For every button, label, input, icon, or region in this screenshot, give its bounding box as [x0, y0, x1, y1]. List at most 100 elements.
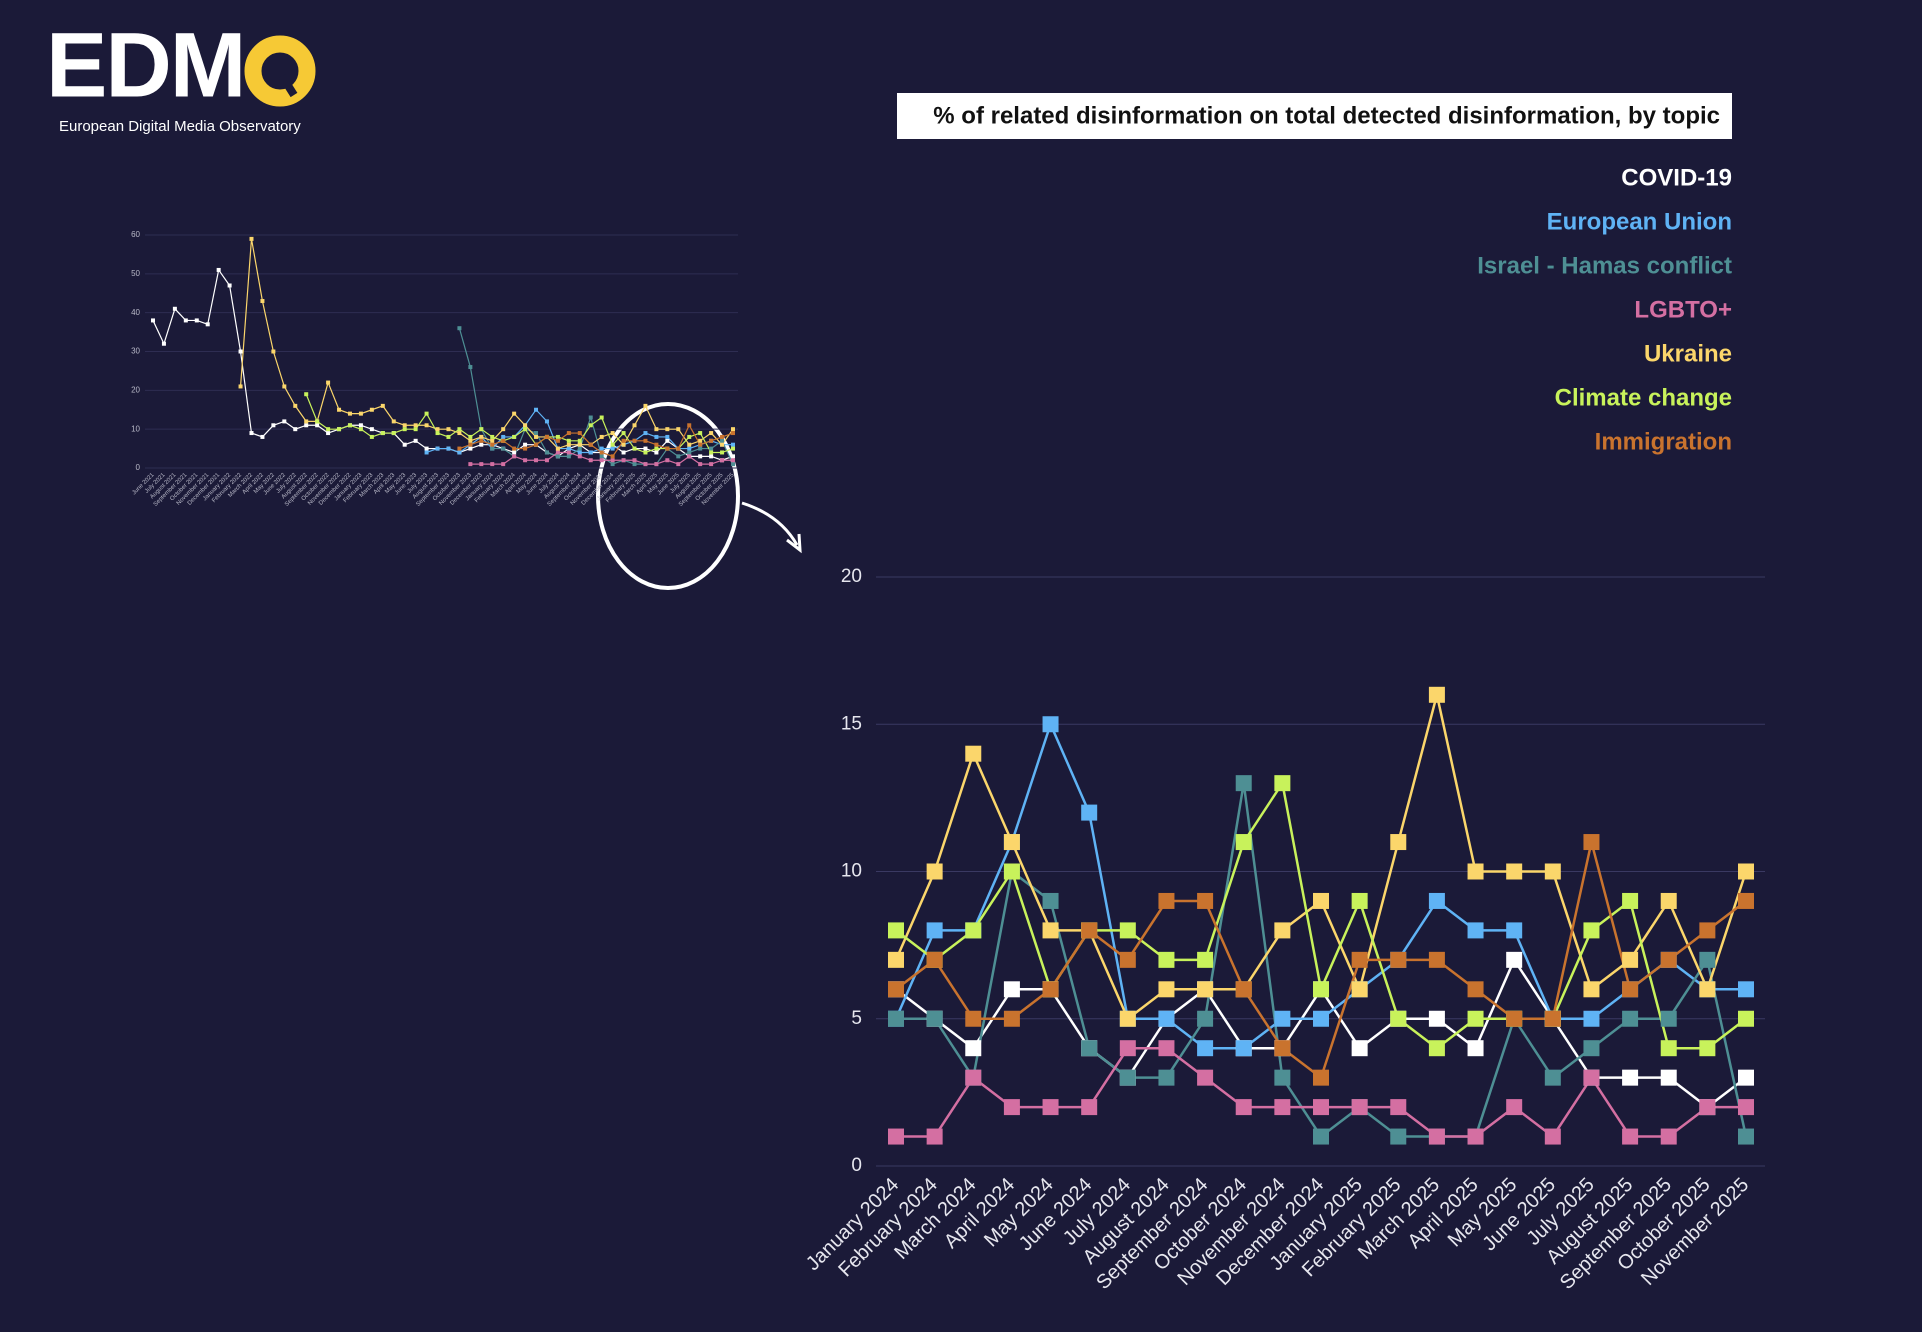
data-point — [1235, 1040, 1252, 1057]
series-line — [305, 393, 734, 454]
data-point — [479, 438, 484, 443]
data-point — [358, 423, 363, 428]
data-point — [457, 446, 462, 451]
data-point — [1119, 1069, 1136, 1086]
data-point — [534, 442, 539, 447]
data-point — [369, 427, 374, 432]
data-point — [1622, 1010, 1639, 1027]
data-point — [402, 442, 407, 447]
data-point — [424, 450, 429, 455]
data-point — [1274, 1069, 1291, 1086]
data-point — [1081, 922, 1098, 939]
data-point — [358, 427, 363, 432]
data-point — [1622, 1128, 1639, 1145]
series-line — [239, 238, 734, 450]
data-point — [172, 306, 177, 311]
data-point — [687, 454, 692, 459]
data-point — [566, 454, 571, 459]
data-point — [1622, 892, 1639, 909]
data-point — [479, 442, 484, 447]
data-point — [610, 454, 615, 459]
data-point — [1428, 892, 1445, 909]
data-point — [468, 462, 473, 467]
data-point — [1699, 951, 1716, 968]
data-point — [1351, 981, 1368, 998]
data-point — [468, 434, 473, 439]
data-point — [260, 434, 265, 439]
data-point — [1042, 716, 1059, 733]
data-point — [610, 431, 615, 436]
data-point — [1506, 863, 1523, 880]
data-point — [347, 411, 352, 416]
data-point — [1390, 1099, 1407, 1116]
data-point — [926, 922, 943, 939]
data-point — [282, 384, 287, 389]
data-point — [1390, 951, 1407, 968]
highlight-circle — [596, 402, 740, 590]
data-point — [1660, 892, 1677, 909]
data-point — [1699, 981, 1716, 998]
data-point — [1235, 775, 1252, 792]
data-point — [1081, 1040, 1098, 1057]
data-point — [599, 434, 604, 439]
data-point — [709, 438, 714, 443]
data-point — [1003, 981, 1020, 998]
data-point — [249, 236, 254, 241]
data-point — [1197, 892, 1214, 909]
data-point — [731, 462, 735, 467]
data-point — [1738, 1069, 1754, 1086]
data-point — [643, 446, 648, 451]
data-point — [1506, 1099, 1523, 1116]
data-point — [720, 450, 725, 455]
data-point — [610, 442, 615, 447]
data-point — [380, 403, 385, 408]
data-point — [446, 434, 451, 439]
data-point — [238, 384, 243, 389]
title-box — [897, 93, 1732, 139]
data-point — [1197, 981, 1214, 998]
data-point — [1467, 1040, 1484, 1057]
data-point — [610, 446, 615, 451]
data-point — [315, 419, 320, 424]
data-point — [1738, 1128, 1754, 1145]
data-point — [479, 434, 484, 439]
data-point — [1003, 834, 1020, 851]
data-point — [271, 349, 276, 354]
arrow-head — [786, 533, 802, 554]
data-point — [709, 450, 714, 455]
data-point — [665, 458, 670, 463]
data-point — [501, 462, 506, 467]
data-point — [1158, 1069, 1175, 1086]
data-point — [599, 415, 604, 420]
data-point — [632, 423, 637, 428]
data-point — [1583, 1069, 1600, 1086]
data-point — [1274, 775, 1291, 792]
data-point — [610, 462, 615, 467]
data-point — [337, 407, 342, 412]
data-point — [1274, 922, 1291, 939]
legend-entry: Climate change — [1555, 384, 1732, 411]
data-point — [1390, 1010, 1407, 1027]
data-point — [1351, 1040, 1368, 1057]
data-point — [523, 446, 528, 451]
y-tick-label: 60 — [131, 230, 140, 239]
data-point — [1081, 1099, 1098, 1116]
data-point — [665, 446, 670, 451]
data-point — [402, 423, 407, 428]
data-point — [501, 434, 506, 439]
data-point — [720, 438, 725, 443]
data-point — [413, 427, 418, 432]
chart-title: % of related disinformation on total det… — [933, 102, 1720, 129]
data-point — [347, 423, 352, 428]
data-point — [490, 462, 495, 467]
data-point — [566, 438, 571, 443]
data-point — [424, 411, 429, 416]
data-point — [293, 427, 298, 432]
data-point — [555, 450, 560, 455]
data-point — [1197, 951, 1214, 968]
data-point — [512, 454, 517, 459]
data-point — [698, 446, 703, 451]
data-point — [1428, 686, 1445, 703]
data-point — [687, 423, 692, 428]
data-point — [1313, 1069, 1329, 1086]
